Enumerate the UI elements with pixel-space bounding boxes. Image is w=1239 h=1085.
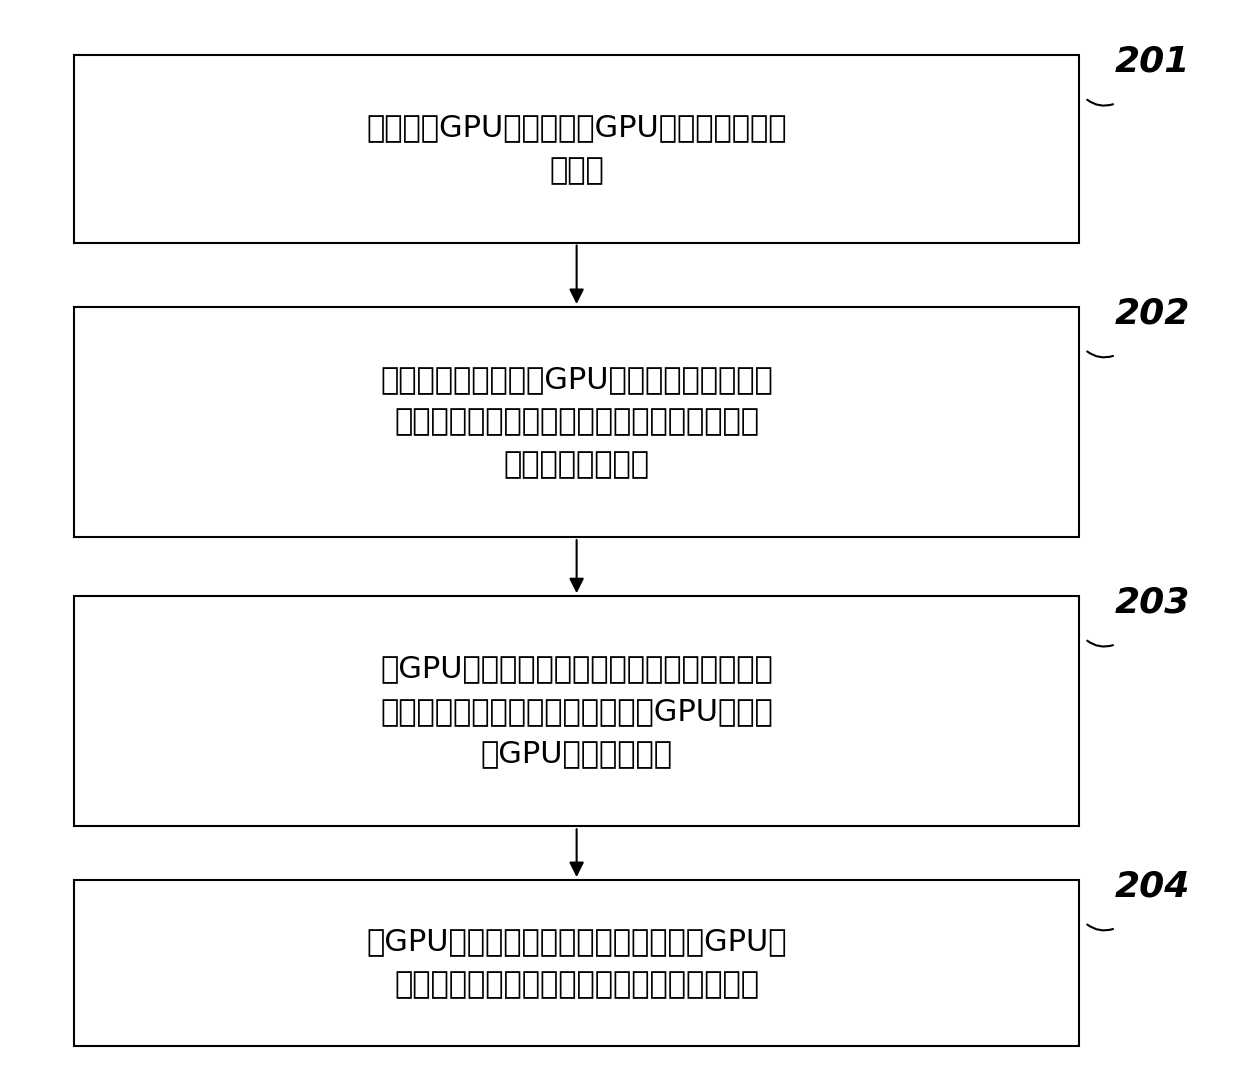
Bar [74, 880, 1079, 1046]
Text: 所述拓扑结构中的各GPU获取当前任务，并对
所述当前任务中的数据进行计算，得到对应当
前任务的计算结果: 所述拓扑结构中的各GPU获取当前任务，并对 所述当前任务中的数据进行计算，得到对… [380, 365, 773, 480]
Bar [74, 307, 1079, 537]
Bar [74, 55, 1079, 243]
Text: 各GPU将自己得到的对应当前任务的计算结果
分享给所述拓扑结构中的所有其它GPU，以使
各GPU进行数据更新: 各GPU将自己得到的对应当前任务的计算结果 分享给所述拓扑结构中的所有其它GPU… [380, 654, 773, 768]
Text: 各GPU得到所述拓扑结构中的所有其它GPU针
对当前任务的计算结果后，开始执行下一任务: 各GPU得到所述拓扑结构中的所有其它GPU针 对当前任务的计算结果后，开始执行下… [367, 927, 787, 999]
Text: 203: 203 [1115, 585, 1191, 620]
Text: 204: 204 [1115, 869, 1191, 903]
Text: 预先根据GPU的个数确定GPU之间数据传输拓
扑结构: 预先根据GPU的个数确定GPU之间数据传输拓 扑结构 [367, 113, 787, 184]
Text: 202: 202 [1115, 296, 1191, 330]
Text: 201: 201 [1115, 44, 1191, 78]
Bar [74, 596, 1079, 827]
